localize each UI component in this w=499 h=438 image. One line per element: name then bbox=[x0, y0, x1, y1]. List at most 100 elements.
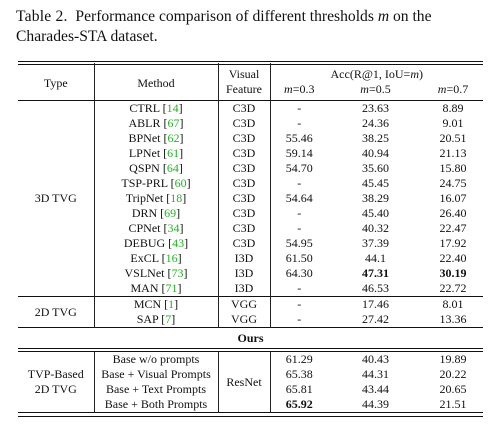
value-cell-r03: 54.70 bbox=[269, 161, 328, 176]
value-cell-r07: 24.75 bbox=[439, 176, 467, 190]
method-name: QSPN bbox=[129, 161, 160, 175]
method-name: CPNet bbox=[128, 221, 161, 235]
citation-link[interactable]: 64 bbox=[166, 161, 179, 175]
value-cell-r05: 38.25 bbox=[362, 131, 389, 145]
m-05-sym: m bbox=[360, 82, 369, 96]
value-cell-r07: 8.01 bbox=[423, 296, 483, 312]
citation-link[interactable]: 7 bbox=[165, 312, 172, 326]
method-name: Base + Visual Prompts bbox=[101, 367, 211, 381]
citation-link[interactable]: 61 bbox=[167, 146, 180, 160]
method-cell: Base w/o prompts bbox=[93, 351, 218, 367]
bottom-rule bbox=[18, 412, 483, 417]
table-row: VSLNet [73] I3D 64.30 47.31 30.19 bbox=[18, 266, 483, 281]
header-feature: Feature bbox=[217, 82, 270, 101]
method-cell: LPNet [61] bbox=[93, 146, 218, 161]
caption-text-1: Performance comparison of different thre… bbox=[75, 8, 374, 25]
ours-row: Ours bbox=[18, 327, 483, 349]
m-07-val: =0.7 bbox=[446, 82, 469, 96]
value-cell-r05: 44.31 bbox=[362, 367, 389, 381]
value-cell-r05: 45.40 bbox=[362, 206, 389, 220]
table-row: ABLR [67] C3D - 24.36 9.01 bbox=[18, 116, 483, 131]
value-cell-r05: 45.45 bbox=[362, 176, 389, 190]
value-cell-r05: 44.39 bbox=[362, 397, 389, 411]
method-name: DRN bbox=[131, 206, 158, 220]
citation-link[interactable]: 62 bbox=[167, 131, 180, 145]
table-row: DRN [69] C3D - 45.40 26.40 bbox=[18, 206, 483, 221]
citation-link[interactable]: 18 bbox=[170, 191, 183, 205]
m-03-val: =0.3 bbox=[292, 82, 315, 96]
feature-cell: I3D bbox=[217, 266, 270, 281]
value-cell-r03: - bbox=[269, 296, 328, 312]
header-acc: Acc(R@1, IoU=m) bbox=[269, 63, 483, 82]
table-row: 2D TVG MCN [1] VGG -17.46 8.01 bbox=[18, 296, 483, 328]
table-row: Base + Both Prompts 65.92 44.39 21.51 bbox=[18, 397, 483, 413]
citation-link[interactable]: 73 bbox=[171, 266, 184, 280]
m-05-val: =0.5 bbox=[368, 82, 391, 96]
feature-cell: C3D bbox=[217, 206, 270, 221]
feature-cell: C3D bbox=[217, 100, 270, 116]
citation-link[interactable]: 16 bbox=[165, 251, 178, 265]
feature-cell: C3D bbox=[217, 131, 270, 146]
type-cell: 2D TVG bbox=[18, 296, 94, 328]
feature-cell: VGG bbox=[217, 296, 270, 312]
citation-link[interactable]: 69 bbox=[164, 206, 177, 220]
value-cell-r07: 17.92 bbox=[439, 236, 467, 250]
caption-label: Table 2. bbox=[16, 8, 68, 25]
value-cell-r05: 40.32 bbox=[362, 221, 389, 235]
feature-cell: C3D bbox=[217, 221, 270, 236]
header-acc-text: Acc(R@1, IoU= bbox=[330, 67, 411, 81]
method-cell: TripNet [18] bbox=[93, 191, 218, 206]
type-cell: 3D TVG bbox=[18, 100, 94, 297]
header-m07: m=0.7 bbox=[423, 82, 483, 101]
table-row: LPNet [61] C3D 59.14 40.94 21.13 bbox=[18, 146, 483, 161]
feature-cell: I3D bbox=[217, 281, 270, 297]
citation-link[interactable]: 34 bbox=[167, 221, 180, 235]
spacer-cell bbox=[18, 348, 483, 352]
method-cell: DRN [69] bbox=[93, 206, 218, 221]
method-cell: BPNet [62] bbox=[93, 131, 218, 146]
method-cell: VSLNet [73] bbox=[93, 266, 218, 281]
caption-text-2: on the Charades-STA dataset. bbox=[16, 8, 432, 45]
feature-cell: I3D bbox=[217, 251, 270, 266]
feature-cell: C3D bbox=[217, 236, 270, 251]
feature-cell: VGG bbox=[217, 312, 270, 328]
method-name: MCN bbox=[133, 297, 162, 311]
citation-link[interactable]: 71 bbox=[165, 281, 178, 295]
value-cell-r03: 55.46 bbox=[269, 131, 328, 146]
table-row: 3D TVG CTRL [14] C3D -23.63 8.89 bbox=[18, 100, 483, 297]
method-name: SAP bbox=[136, 312, 159, 326]
value-cell-r05: 43.44 bbox=[362, 382, 389, 396]
method-cell: ExCL [16] bbox=[93, 251, 218, 266]
citation-link[interactable]: 67 bbox=[167, 116, 180, 130]
table-row: Base + Visual Prompts 65.38 44.31 20.22 bbox=[18, 367, 483, 382]
value-cell-r05: 44.1 bbox=[365, 251, 386, 265]
value-cell-r05: 40.94 bbox=[362, 146, 389, 160]
m-07-sym: m bbox=[437, 82, 447, 96]
table-row: DEBUG [43] C3D 54.95 37.39 17.92 bbox=[18, 236, 483, 251]
method-name: VSLNet bbox=[124, 266, 165, 280]
value-cell-r03: - bbox=[269, 100, 328, 116]
table-row: CPNet [34] C3D - 40.32 22.47 bbox=[18, 221, 483, 236]
method-name: ABLR bbox=[128, 116, 161, 130]
citation-link[interactable]: 43 bbox=[172, 236, 185, 250]
value-cell-r07: 15.80 bbox=[439, 161, 467, 175]
feature-cell: C3D bbox=[217, 161, 270, 176]
method-name: Base w/o prompts bbox=[112, 352, 200, 366]
value-cell-r07: 9.01 bbox=[442, 116, 464, 130]
spacer-row bbox=[18, 348, 483, 352]
value-cell-r07: 16.07 bbox=[439, 191, 467, 205]
value-cell-r03: 54.95 bbox=[269, 236, 328, 251]
value-cell-r07: 22.47 bbox=[439, 221, 467, 235]
method-name: LPNet bbox=[128, 146, 161, 160]
value-cell-r03: - bbox=[269, 116, 328, 131]
table-row: TSP-PRL [60] C3D - 45.45 24.75 bbox=[18, 176, 483, 191]
method-cell: CTRL [14] bbox=[93, 100, 218, 116]
value-cell-r07: 22.40 bbox=[439, 251, 467, 265]
value-cell-r03: 65.81 bbox=[269, 382, 328, 397]
table-row: SAP [7] VGG - 27.42 13.36 bbox=[18, 312, 483, 328]
citation-link[interactable]: 60 bbox=[174, 176, 187, 190]
citation-link[interactable]: 1 bbox=[168, 297, 175, 311]
method-cell: QSPN [64] bbox=[93, 161, 218, 176]
method-cell: DEBUG [43] bbox=[93, 236, 218, 251]
citation-link[interactable]: 14 bbox=[166, 101, 179, 115]
